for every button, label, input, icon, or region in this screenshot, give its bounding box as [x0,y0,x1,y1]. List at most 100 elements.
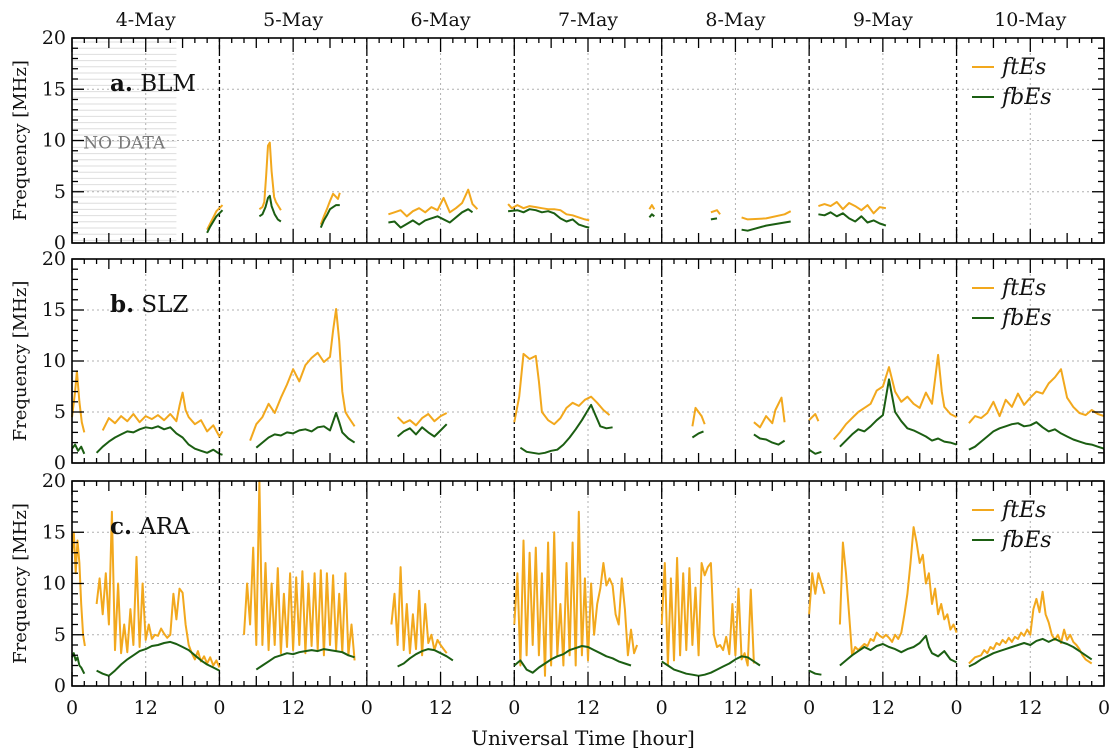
y-tick-label: 5 [54,401,66,423]
series-line-segment [513,510,639,677]
y-axis-label: Frequency [MHz] [10,281,31,442]
series-line-segment [206,209,224,234]
series-line-segment [71,531,86,647]
series-line-segment [808,448,822,455]
panel-slz: 0 5 10 15 20 Frequency [MHz] b. SLZ ftEs fbEs [10,248,1105,474]
y-tick-label: 0 [54,675,66,697]
series-line-segment [691,406,706,427]
legend: ftEs fbEs [972,55,1052,110]
panel-station: ARA [132,514,190,540]
legend-label: ftEs [1000,276,1046,301]
x-tick-label: 12 [576,697,600,719]
series-line-segment [71,443,86,455]
x-tick-label: 12 [871,697,895,719]
series-line-segment [258,141,282,211]
legend-label: fbEs [1000,528,1052,553]
y-tick-label: 15 [42,521,66,543]
y-tick-label: 20 [42,248,66,270]
series-line-segment [808,669,822,676]
x-tick-label: 0 [1098,697,1109,719]
x-axis-label: Universal Time [hour] [471,726,695,750]
panel-letter: b. [110,291,134,318]
y-tick-label: 5 [54,624,66,646]
y-tick-label: 20 [42,470,66,492]
ticks [71,37,1105,244]
series-line-segment [648,204,656,210]
day-label: 4-May [116,9,176,31]
x-tick-label: 12 [281,697,305,719]
series-line-segment [71,652,86,675]
panel-station: SLZ [134,292,188,318]
panel-title: c. ARA [110,513,190,540]
x-tick-label: 0 [213,697,225,719]
y-tick-label: 0 [54,232,66,254]
x-tick-label: 0 [361,697,373,719]
series-line-segment [513,352,611,426]
series-line-segment [255,412,356,449]
series-line-segment [519,403,613,455]
legend-label: fbEs [1000,85,1052,110]
series-line-segment [818,201,887,215]
day-label: 9-May [853,9,913,31]
series-line-segment [388,188,479,218]
series-line-segment [839,634,958,667]
no-data-label: NO DATA [83,134,166,154]
panel-title: a. BLM [110,70,196,97]
x-tick-label: 0 [66,697,78,719]
series-line-segment [396,423,448,438]
series-line-segment [968,637,1093,668]
series-line-segment [838,526,958,657]
day-label: 6-May [411,9,471,31]
no-data-region: NO DATA [72,41,177,241]
series-line-segment [818,211,887,227]
y-tick-label: 20 [42,27,66,49]
y-tick-label: 10 [42,573,66,595]
y-axis-label: Frequency [MHz] [10,60,31,221]
series-line-segment [661,655,761,677]
series-line-segment [396,412,448,427]
series-line-segment [710,209,721,215]
series-fbes [71,378,1105,456]
series-line-segment [95,425,223,456]
y-tick-label: 15 [42,299,66,321]
x-tick-label: 12 [723,697,747,719]
series-line-segment [206,204,224,231]
grid [72,259,1104,463]
panel-station: BLM [133,71,196,97]
series-line-segment [660,556,755,667]
day-label: 5-May [263,9,323,31]
series-ftes [206,141,887,231]
panel-blm: NO DATA 0 5 10 15 20 Frequency [MHz] a. BLM ftEs… [10,27,1105,254]
series-line-segment [397,648,454,668]
y-tick-label: 0 [54,452,66,474]
series-line-segment [513,645,632,674]
series-line-segment [832,353,958,441]
y-tick-label: 5 [54,181,66,203]
x-axis: 0 12 0 12 0 12 0 12 0 12 0 12 0 12 0 [66,697,1109,719]
series-line-segment [249,308,356,441]
x-tick-label: 12 [428,697,452,719]
y-tick-label: 10 [42,350,66,372]
x-tick-label: 0 [656,697,668,719]
series-line-segment [691,430,704,439]
series-line-segment [95,510,221,668]
series-line-segment [390,566,448,657]
series-line-segment [839,378,957,448]
series-line-segment [808,572,826,615]
series-fbes [71,634,1093,677]
series-line-segment [968,590,1093,665]
ticks [71,480,1105,687]
y-axis-label: Frequency [MHz] [10,503,31,664]
legend: ftEs fbEs [972,276,1052,331]
series-line-segment [507,203,590,222]
series-line-segment [507,208,590,229]
series-line-segment [968,421,1105,451]
legend: ftEs fbEs [972,498,1052,553]
series-line-segment [96,640,220,677]
legend-label: ftEs [1000,498,1046,523]
series-ftes [71,308,1105,441]
x-tick-label: 0 [951,697,963,719]
series-line-segment [741,210,792,221]
panels: NO DATA 0 5 10 15 20 Frequency [MHz] a. BLM ftEs… [10,27,1105,697]
series-line-segment [255,648,355,671]
